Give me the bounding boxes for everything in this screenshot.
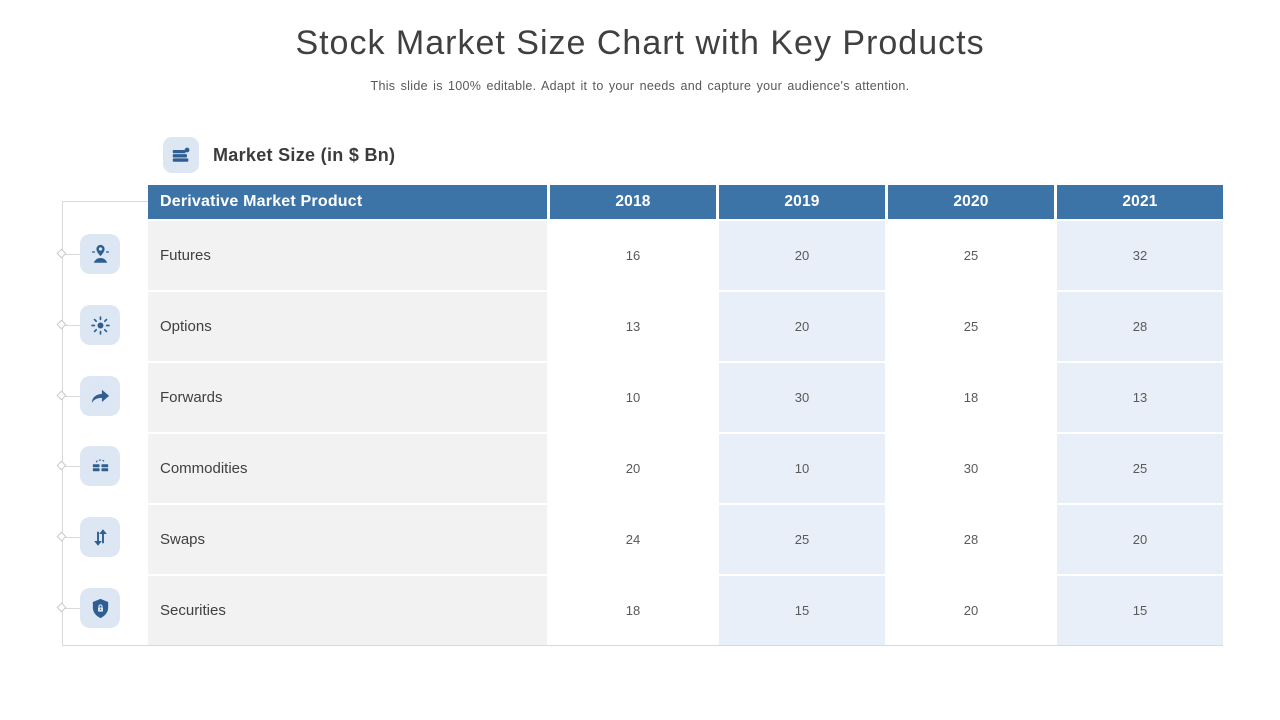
value-cell: 13 bbox=[1057, 363, 1223, 432]
connector-top-stub bbox=[62, 201, 148, 202]
up-down-arrows-icon bbox=[80, 517, 120, 557]
column-header-product: Derivative Market Product bbox=[148, 185, 547, 219]
connector-diamond bbox=[56, 390, 67, 401]
value-cell: 20 bbox=[1057, 505, 1223, 574]
value-cell: 10 bbox=[719, 434, 885, 503]
connector-row-stub bbox=[63, 537, 81, 538]
value-cell: 20 bbox=[550, 434, 716, 503]
connector-diamond bbox=[56, 460, 67, 471]
connector-row-stub bbox=[63, 396, 81, 397]
product-cell: Options bbox=[148, 292, 547, 361]
value-cell: 20 bbox=[719, 292, 885, 361]
value-cell: 25 bbox=[888, 221, 1054, 290]
value-cell: 20 bbox=[888, 576, 1054, 645]
value-cell: 28 bbox=[888, 505, 1054, 574]
connector-diamond bbox=[56, 531, 67, 542]
value-cell: 30 bbox=[719, 363, 885, 432]
connector-diamond bbox=[56, 248, 67, 259]
value-cell: 25 bbox=[888, 292, 1054, 361]
connector-diamond bbox=[56, 602, 67, 613]
section-title: Market Size (in $ Bn) bbox=[213, 144, 396, 165]
slide-subtitle: This slide is 100% editable. Adapt it to… bbox=[370, 79, 910, 93]
value-cell: 18 bbox=[550, 576, 716, 645]
column-header-2020: 2020 bbox=[888, 185, 1054, 219]
commodity-boxes-icon bbox=[80, 446, 120, 486]
page-title: Stock Market Size Chart with Key Product… bbox=[295, 24, 985, 62]
connector-row-stub bbox=[63, 254, 81, 255]
value-cell: 20 bbox=[719, 221, 885, 290]
value-cell: 15 bbox=[719, 576, 885, 645]
value-cell: 25 bbox=[1057, 434, 1223, 503]
product-cell: Commodities bbox=[148, 434, 547, 503]
column-header-2019: 2019 bbox=[719, 185, 885, 219]
connector-vertical-line bbox=[62, 201, 63, 646]
column-header-2021: 2021 bbox=[1057, 185, 1223, 219]
product-cell: Swaps bbox=[148, 505, 547, 574]
column-header-2018: 2018 bbox=[550, 185, 716, 219]
connector-row-stub bbox=[63, 466, 81, 467]
shield-lock-icon bbox=[80, 588, 120, 628]
value-cell: 28 bbox=[1057, 292, 1223, 361]
connector-bottom-line bbox=[62, 645, 1223, 646]
value-cell: 18 bbox=[888, 363, 1054, 432]
value-cell: 16 bbox=[550, 221, 716, 290]
product-cell: Forwards bbox=[148, 363, 547, 432]
connector-row-stub bbox=[63, 608, 81, 609]
section-heading: Market Size (in $ Bn) bbox=[163, 137, 395, 173]
banknote-stack-icon bbox=[163, 137, 199, 173]
connector-row-stub bbox=[63, 325, 81, 326]
value-cell: 32 bbox=[1057, 221, 1223, 290]
forward-curved-arrow-icon bbox=[80, 376, 120, 416]
value-cell: 25 bbox=[719, 505, 885, 574]
product-cell: Futures bbox=[148, 221, 547, 290]
value-cell: 15 bbox=[1057, 576, 1223, 645]
value-cell: 30 bbox=[888, 434, 1054, 503]
value-cell: 10 bbox=[550, 363, 716, 432]
person-location-pin-icon bbox=[80, 234, 120, 274]
product-cell: Securities bbox=[148, 576, 547, 645]
value-cell: 24 bbox=[550, 505, 716, 574]
value-cell: 13 bbox=[550, 292, 716, 361]
market-size-table: Derivative Market Product 2018 2019 2020… bbox=[148, 185, 1223, 645]
connector-diamond bbox=[56, 319, 67, 330]
sun-rays-icon bbox=[80, 305, 120, 345]
